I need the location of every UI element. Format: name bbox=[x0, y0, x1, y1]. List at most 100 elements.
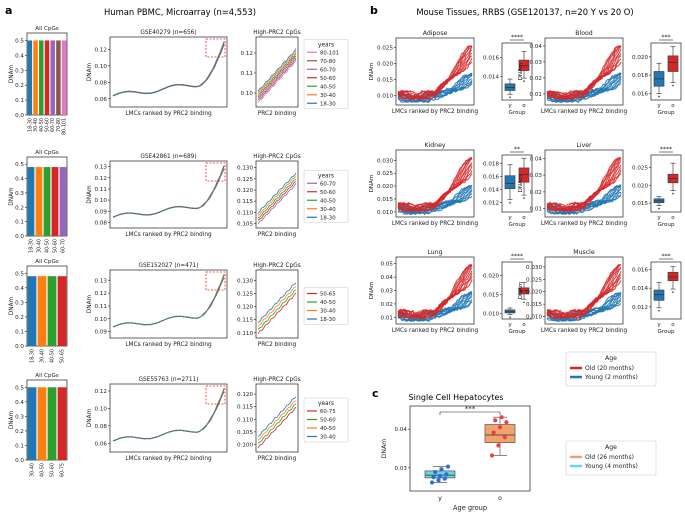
young-point bbox=[433, 469, 438, 475]
y-tick-label: 0.020 bbox=[377, 184, 393, 190]
legend-title: years bbox=[318, 173, 334, 179]
lmc-series-40-50 bbox=[112, 275, 225, 328]
tissue-title: Blood bbox=[575, 30, 593, 37]
plot-frame bbox=[409, 405, 531, 492]
legend-c-title: Age bbox=[605, 444, 617, 451]
old-series-line bbox=[547, 157, 621, 212]
old-series-line bbox=[546, 264, 621, 320]
allcpgs-title: All CpGs bbox=[35, 259, 59, 265]
group-o-label: o bbox=[522, 215, 526, 221]
lmc-xlabel: LMCs ranked by PRC2 binding bbox=[125, 342, 212, 348]
tissue-lmc-xlabel: LMCs ranked by PRC2 binding bbox=[541, 221, 628, 227]
lmc-series-80-101 bbox=[112, 41, 225, 97]
y-tick-label: 0.01 bbox=[381, 315, 394, 321]
y-tick-label: 0.130 bbox=[237, 166, 253, 172]
legend-c-entry: Old (26 months) bbox=[585, 454, 634, 461]
young-series-line bbox=[397, 184, 473, 214]
old-point bbox=[491, 430, 496, 435]
prc2-title: High-PRC2 CpGs bbox=[253, 30, 300, 36]
group-y-label: y bbox=[508, 215, 512, 221]
y-tick-label: 0.5 bbox=[15, 38, 24, 44]
group-y-label: y bbox=[657, 103, 661, 109]
significance-stars: **** bbox=[660, 146, 672, 153]
y-tick-label: 0.09 bbox=[95, 330, 108, 336]
prc2-title: High-PRC2 CpGs bbox=[253, 154, 300, 160]
panel-b-title: Mouse Tissues, RRBS (GSE120137, n=20 Y v… bbox=[416, 7, 633, 17]
legend-entry: 18-30 bbox=[320, 317, 336, 323]
plot-frame bbox=[26, 379, 68, 461]
prc2-series-50-60 bbox=[257, 403, 297, 444]
y-tick-label: 0.5 bbox=[15, 271, 24, 277]
lmc-series-60-70 bbox=[112, 42, 225, 96]
y-tick-label: 0.105 bbox=[237, 222, 253, 228]
legend-entry: 50-60 bbox=[320, 76, 336, 82]
bar-category-label: 80-101 bbox=[62, 118, 68, 135]
young-series-line bbox=[397, 72, 473, 103]
bar-40-50 bbox=[43, 167, 51, 236]
old-series-line bbox=[397, 57, 473, 100]
group-y-label: y bbox=[657, 215, 661, 221]
y-tick-label: 0.2 bbox=[15, 205, 24, 211]
legend-title: years bbox=[318, 401, 334, 407]
plot-frame bbox=[544, 256, 624, 325]
allcpgs-ylabel: DNAm bbox=[9, 187, 15, 206]
prc2-series-50-60 bbox=[257, 55, 297, 98]
old-series-line bbox=[547, 167, 622, 213]
old-series-line bbox=[547, 48, 622, 101]
bar-category-label: 30-40 bbox=[40, 349, 46, 363]
y-tick-label: 0.110 bbox=[237, 210, 253, 216]
group-o-label: o bbox=[522, 103, 526, 109]
old-series-line bbox=[546, 157, 622, 213]
y-tick-label: 0.110 bbox=[237, 331, 253, 337]
tissue-lmc-xlabel: LMCs ranked by PRC2 binding bbox=[392, 328, 479, 334]
significance-stars: *** bbox=[662, 253, 671, 260]
y-tick-label: 0.04 bbox=[530, 156, 543, 162]
lmc-series-30-40 bbox=[112, 44, 225, 97]
group-xlabel: Group bbox=[508, 329, 525, 335]
prc2-title: High-PRC2 CpGs bbox=[253, 263, 300, 269]
y-tick-label: 0.0 bbox=[15, 113, 24, 119]
group-y-label: y bbox=[508, 103, 512, 109]
plot-frame bbox=[26, 265, 68, 347]
group-o-label: o bbox=[522, 322, 526, 328]
young-series-line bbox=[397, 185, 473, 215]
lmc-series-50-60 bbox=[112, 43, 225, 97]
bar-40-50 bbox=[37, 387, 47, 460]
legend-entry: 40-50 bbox=[320, 426, 336, 432]
bar-18-30 bbox=[27, 40, 33, 115]
y-tick-label: 0.1 bbox=[15, 98, 24, 104]
bar-category-label: 60-70 bbox=[50, 118, 56, 132]
legend-entry: 60-75 bbox=[320, 409, 336, 415]
prc2-series-30-40 bbox=[257, 50, 297, 95]
prc2-title: High-PRC2 CpGs bbox=[253, 377, 300, 383]
lmc-ylabel: DNAm bbox=[87, 408, 93, 427]
y-tick-label: 0.105 bbox=[237, 430, 253, 436]
lmc-title: GSE40279 (n=656) bbox=[140, 30, 196, 36]
lmc-ylabel: DNAm bbox=[87, 185, 93, 204]
lmc-ylabel: DNAm bbox=[87, 294, 93, 313]
c-group-y: y bbox=[438, 494, 442, 502]
young-point bbox=[444, 472, 449, 477]
y-tick-label: 0.04 bbox=[530, 44, 543, 50]
y-tick-label: 0.10 bbox=[95, 406, 108, 412]
bar-50-65 bbox=[57, 276, 67, 346]
prc2-series-60-70 bbox=[257, 183, 297, 225]
c-ylabel: DNAm bbox=[381, 439, 388, 459]
plot-frame bbox=[395, 149, 475, 218]
outlier-point bbox=[672, 192, 674, 195]
y-tick-label: 0.02 bbox=[530, 76, 542, 82]
outlier-point bbox=[509, 201, 511, 204]
y-tick-label: 0.130 bbox=[237, 278, 253, 284]
old-series-line bbox=[397, 265, 473, 319]
y-tick-label: 0.120 bbox=[237, 305, 253, 311]
bar-category-label: 18-30 bbox=[30, 349, 36, 363]
bar-60-70 bbox=[50, 40, 55, 115]
legend-entry: 60-70 bbox=[320, 67, 336, 73]
old-box bbox=[518, 59, 530, 71]
y-tick-label: 0.020 bbox=[483, 273, 499, 279]
plot-frame bbox=[544, 37, 624, 106]
lmc-series-50-60 bbox=[112, 389, 225, 442]
y-tick-label: 0.12 bbox=[95, 389, 107, 395]
c-xlabel: Age group bbox=[453, 504, 487, 512]
